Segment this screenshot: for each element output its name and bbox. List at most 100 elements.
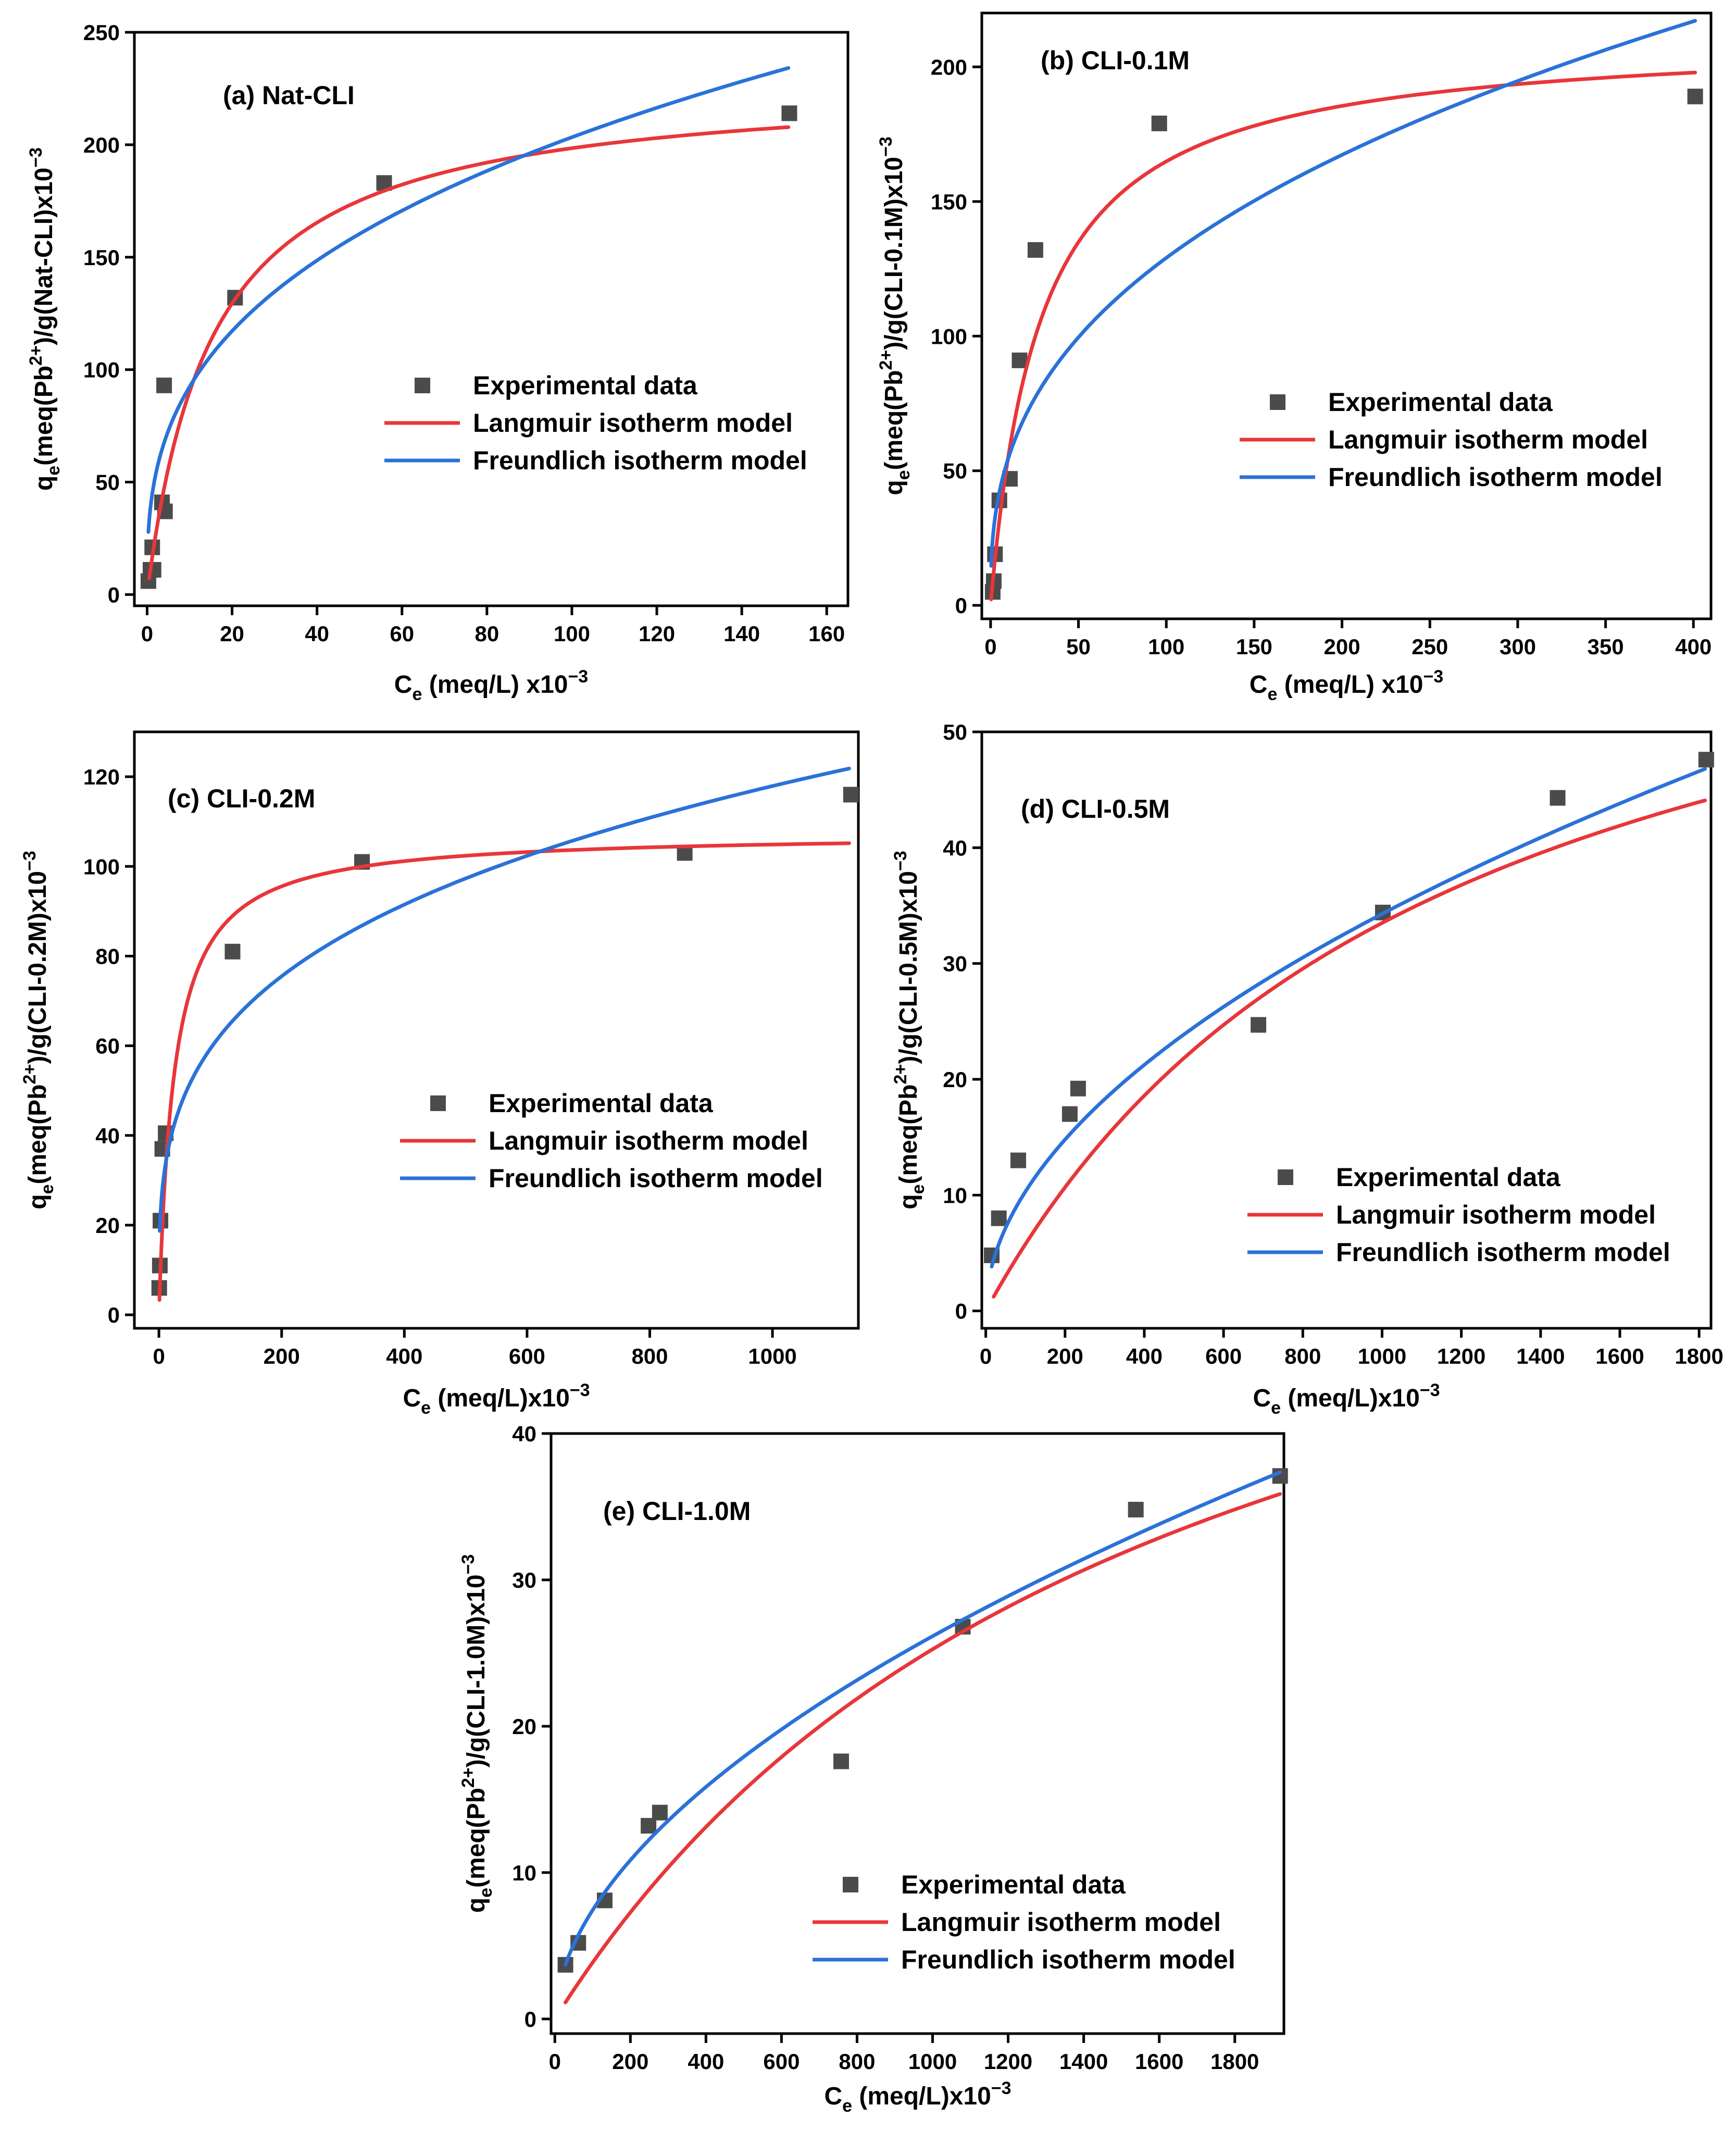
x-tick-label: 1200: [984, 2049, 1032, 2074]
plot-frame: [133, 730, 860, 1330]
panel-title: (d) CLI-0.5M: [1021, 794, 1170, 824]
y-tick-label: 100: [931, 324, 967, 348]
x-axis-title-sup: −3: [991, 2078, 1011, 2098]
y-axis-title-sup: −3: [26, 147, 46, 168]
legend-marker-experimental: [1270, 394, 1285, 410]
x-tick-label: 1400: [1059, 2049, 1108, 2074]
x-tick-label: 0: [141, 621, 153, 646]
panel-e: 0 200 400 600 800 1000 1200 1400 1600 1800 0 10 20 30…: [458, 1422, 1288, 2116]
y-tick-label: 80: [95, 944, 120, 968]
y-axis-title-sup: −3: [876, 136, 896, 157]
legend-label: Freundlich isotherm model: [901, 1945, 1235, 1974]
x-tick-label: 350: [1588, 634, 1624, 659]
y-tick-label: 20: [95, 1213, 120, 1238]
legend-label: Freundlich isotherm model: [1328, 463, 1663, 492]
x-axis-title-text: (meq/L)x10: [1281, 1385, 1420, 1412]
legend-label: Langmuir isotherm model: [489, 1126, 808, 1155]
x-tick-label: 1000: [748, 1344, 796, 1368]
x-tick-label: 800: [839, 2049, 875, 2074]
langmuir-curve: [989, 70, 1697, 602]
panel-c: 0 200 400 600 800 1000 0 20 40 60 80 100 120 Ce (meq/…: [20, 730, 860, 1418]
legend-label: Freundlich isotherm model: [1336, 1238, 1670, 1267]
y-tick-label: 200: [931, 55, 967, 79]
plot-frame: [980, 11, 1713, 620]
y-tick-label: 200: [83, 133, 120, 157]
experimental-point: [833, 1753, 849, 1769]
x-axis-title-text: C: [394, 671, 413, 699]
panel-title: (e) CLI-1.0M: [603, 1497, 751, 1526]
y-axis-title-sub: e: [476, 1888, 496, 1898]
y-tick-label: 30: [943, 952, 967, 976]
x-tick-label: 1600: [1135, 2049, 1183, 2074]
x-axis-title-sub: e: [1271, 1398, 1281, 1418]
y-axis-title-sub: e: [44, 466, 64, 476]
y-axis-title: qe(meq(Pb2+)/g(CLI-0.5M)x10−3: [891, 851, 928, 1210]
x-axis-title-sub: e: [842, 2096, 852, 2116]
x-axis-title: Ce (meq/L) x10−3: [1250, 667, 1443, 704]
y-axis-title-sup: 2+: [891, 1064, 910, 1085]
x-tick-label: 80: [474, 621, 499, 646]
y-axis-title-sup: 2+: [20, 1064, 40, 1085]
x-tick-label: 800: [631, 1344, 668, 1368]
x-axis-title-sup: −3: [1420, 1380, 1440, 1400]
x-tick-label: 1600: [1595, 1344, 1644, 1368]
legend-marker-experimental: [843, 1877, 858, 1892]
y-axis-title: qe(meq(Pb2+)/g(CLI-1.0M)x10−3: [458, 1554, 496, 1913]
y-axis-title-sub: e: [894, 470, 914, 480]
y-tick-label: 0: [524, 2007, 536, 2032]
x-axis-title-sub: e: [1267, 684, 1277, 704]
legend: Experimental data Langmuir isotherm model…: [384, 371, 807, 475]
panel-title: (c) CLI-0.2M: [168, 784, 315, 813]
y-axis-title-sup: 2+: [876, 350, 896, 370]
y-tick-label: 100: [83, 854, 120, 879]
y-axis-title-sub: e: [38, 1185, 57, 1194]
x-tick-label: 0: [153, 1344, 165, 1368]
experimental-point: [156, 377, 172, 393]
experimental-point: [1687, 89, 1703, 105]
x-tick-label: 200: [1047, 1344, 1083, 1368]
legend-label: Experimental data: [489, 1089, 714, 1118]
y-axis-title-text: (meq(Pb: [895, 1085, 922, 1185]
x-tick-label: 40: [305, 621, 329, 646]
y-axis-title-text: )/g(Nat-CLI)x10: [30, 168, 58, 345]
freundlich-curve: [146, 66, 791, 534]
y-tick-label: 40: [512, 1422, 536, 1446]
x-tick-label: 1800: [1675, 1344, 1723, 1368]
langmuir-curve: [147, 125, 791, 580]
y-tick-label: 10: [512, 1861, 536, 1885]
legend-label: Langmuir isotherm model: [1336, 1200, 1656, 1229]
x-tick-label: 100: [554, 621, 590, 646]
y-axis-title-text: q: [895, 1194, 922, 1209]
experimental-point: [1550, 790, 1566, 806]
freundlich-curve: [990, 767, 1707, 1269]
y-tick-label: 150: [931, 190, 967, 214]
legend-marker-experimental: [1278, 1169, 1293, 1185]
legend-marker-experimental: [415, 378, 430, 393]
x-tick-label: 1200: [1437, 1344, 1485, 1368]
x-axis-title-text: (meq/L)x10: [431, 1385, 570, 1412]
x-tick-label: 0: [984, 634, 996, 659]
legend-label: Langmuir isotherm model: [1328, 425, 1648, 454]
y-tick-label: 0: [108, 582, 120, 607]
x-tick-label: 120: [639, 621, 675, 646]
x-tick-label: 1000: [908, 2049, 957, 2074]
y-axis-title-text: q: [463, 1898, 490, 1913]
experimental-point: [1128, 1502, 1144, 1518]
x-tick-label: 200: [1324, 634, 1360, 659]
x-tick-label: 60: [390, 621, 414, 646]
x-axis-title: Ce (meq/L) x10−3: [394, 667, 588, 704]
x-tick-label: 1000: [1358, 1344, 1406, 1368]
experimental-point: [641, 1818, 657, 1834]
y-axis-title: qe(meq(Pb2+)/g(CLI-0.1M)x10−3: [876, 136, 914, 495]
x-axis-title: Ce (meq/L)x10−3: [824, 2078, 1011, 2116]
x-tick-label: 140: [723, 621, 760, 646]
y-tick-label: 250: [83, 20, 120, 45]
legend-label: Langmuir isotherm model: [473, 408, 793, 438]
x-axis-title-text: C: [1253, 1385, 1271, 1412]
legend-label: Experimental data: [1336, 1163, 1561, 1192]
y-tick-label: 40: [943, 836, 967, 860]
x-axis-title-text: C: [403, 1385, 421, 1412]
experimental-point: [1070, 1080, 1086, 1096]
x-tick-label: 100: [1148, 634, 1184, 659]
legend-marker-experimental: [430, 1095, 446, 1111]
